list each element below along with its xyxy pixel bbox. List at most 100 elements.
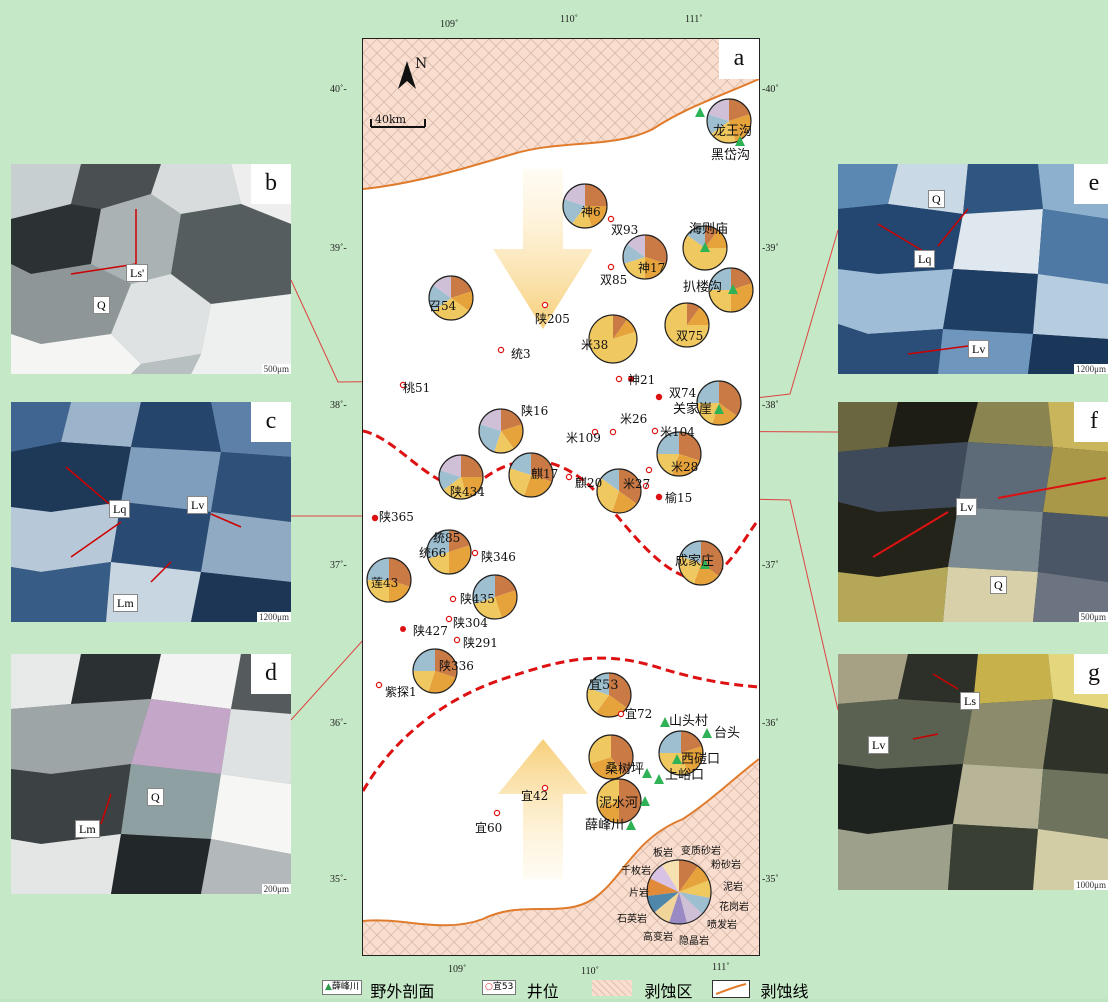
pie-slice: [531, 453, 553, 482]
pie-slice: [729, 99, 750, 121]
pie-slice: [661, 860, 679, 892]
photo-g: Ls Lv 1000μm: [838, 654, 1108, 890]
pie-slice: [683, 235, 727, 270]
pie-slice: [587, 688, 609, 713]
legend-outcrop-label: 野外剖面: [370, 982, 435, 1001]
pie-slice: [601, 469, 619, 491]
well-label: 双74: [669, 386, 697, 400]
pie-slice: [705, 230, 727, 248]
mineral-label: Lv: [956, 498, 978, 516]
well-marker: [445, 615, 453, 623]
pie-slice: [585, 184, 607, 206]
lon-label-bottom: 109˚: [448, 964, 467, 975]
well-marker: [642, 482, 650, 490]
lat-label-right: -38˚: [762, 400, 779, 411]
photo-e: Q Lq Lv 1200μm: [838, 164, 1108, 374]
pie-slice: [613, 319, 636, 339]
well-marker: [607, 215, 615, 223]
map-panel: N 40km a 神6 双93 神17 双85 陕205 统3 米38 双75 …: [362, 38, 760, 956]
lat-label-right: -35˚: [762, 874, 779, 885]
pie-slice: [705, 226, 718, 248]
well-label: 统3: [511, 347, 531, 361]
panel-letter-c: c: [251, 402, 291, 442]
well-marker: [471, 549, 479, 557]
pie-slice: [389, 580, 410, 602]
pie-slice: [697, 381, 719, 403]
pie-slice: [680, 541, 701, 563]
well-label: 陕304: [453, 616, 488, 630]
well-label: 陕435: [460, 592, 495, 606]
lat-label-right: -37˚: [762, 560, 779, 571]
legend-outcrop-sample: 薛峰川: [331, 982, 359, 992]
pie-slice: [719, 381, 741, 416]
well-label: 宜42: [521, 789, 549, 803]
mineral-label: Ls: [960, 692, 980, 710]
well-marker: [591, 428, 599, 436]
legend-well: ○宜53 井位: [482, 978, 559, 1001]
pie-slice: [367, 558, 389, 580]
pie-slice: [711, 121, 736, 143]
outcrop-marker-icon: [728, 284, 738, 294]
scale-label: 500μm: [261, 364, 291, 374]
well-label: 米28: [671, 460, 699, 474]
well-label: 米27: [623, 477, 651, 491]
outcrop-marker-icon: [660, 717, 670, 727]
mineral-label: Lv: [187, 496, 209, 514]
well-marker: [541, 301, 549, 309]
rock-legend-label: 高变岩: [643, 932, 673, 943]
panel-letter-g: g: [1074, 654, 1108, 694]
pie-slice: [585, 206, 607, 227]
pie-slice: [473, 575, 495, 604]
mineral-label: Lv: [968, 340, 990, 358]
north-label: N: [415, 56, 428, 72]
well-marker: [615, 375, 623, 383]
well-label: 统85: [433, 531, 461, 545]
well-marker-filled: [656, 494, 662, 500]
outcrop-label: 西磑口: [681, 752, 721, 767]
well-label: 陕16: [521, 404, 549, 418]
scale-label: 200μm: [261, 884, 291, 894]
outcrop-marker-icon: [626, 820, 636, 830]
outcrop-marker-icon: [735, 136, 745, 146]
outcrop-label: 海则庙: [689, 222, 729, 237]
photo-c: Lq Lv Lm 1200μm: [11, 402, 291, 622]
well-label: 神21: [628, 373, 656, 387]
pie-slice: [687, 303, 700, 325]
lon-label-top: 109˚: [440, 19, 459, 30]
erosion-area-north: [363, 39, 759, 189]
outcrop-marker-icon: [695, 107, 705, 117]
pie-slice: [433, 276, 451, 298]
well-marker: [609, 428, 617, 436]
pie-slice: [367, 580, 389, 602]
well-marker: [449, 595, 457, 603]
rock-legend-label: 花岗岩: [719, 902, 749, 913]
well-marker-filled: [656, 394, 662, 400]
outcrop-marker-icon: [642, 768, 652, 778]
outcrop-label: 黑岱沟: [711, 148, 751, 163]
well-label: 召54: [429, 299, 457, 313]
lon-label-bottom: 110˚: [581, 966, 599, 977]
mineral-label: Q: [928, 190, 945, 208]
legend-erosion-line: 剥蚀线: [712, 978, 808, 1001]
outcrop-marker-icon: [700, 242, 710, 252]
pie-slice: [589, 315, 637, 363]
pie-slice: [665, 303, 709, 347]
pie-slice: [731, 268, 752, 290]
mineral-label: Lv: [868, 736, 890, 754]
pie-slice: [679, 432, 701, 461]
legend-erosion-area-label: 剥蚀区: [644, 982, 693, 1001]
legend-well-sample: 宜53: [492, 982, 514, 992]
mineral-label: Lq: [109, 500, 131, 518]
pie-slice: [654, 892, 679, 923]
pie-slice: [429, 285, 451, 311]
outcrop-label: 台头: [714, 726, 741, 741]
well-marker: [651, 427, 659, 435]
pie-slice: [709, 290, 731, 312]
outcrop-marker-icon: [640, 796, 650, 806]
well-label: 统66: [419, 546, 447, 560]
pie-slice: [623, 244, 645, 264]
pie-slice: [708, 99, 729, 121]
well-marker: [617, 710, 625, 718]
well-label: 陕336: [439, 659, 474, 673]
